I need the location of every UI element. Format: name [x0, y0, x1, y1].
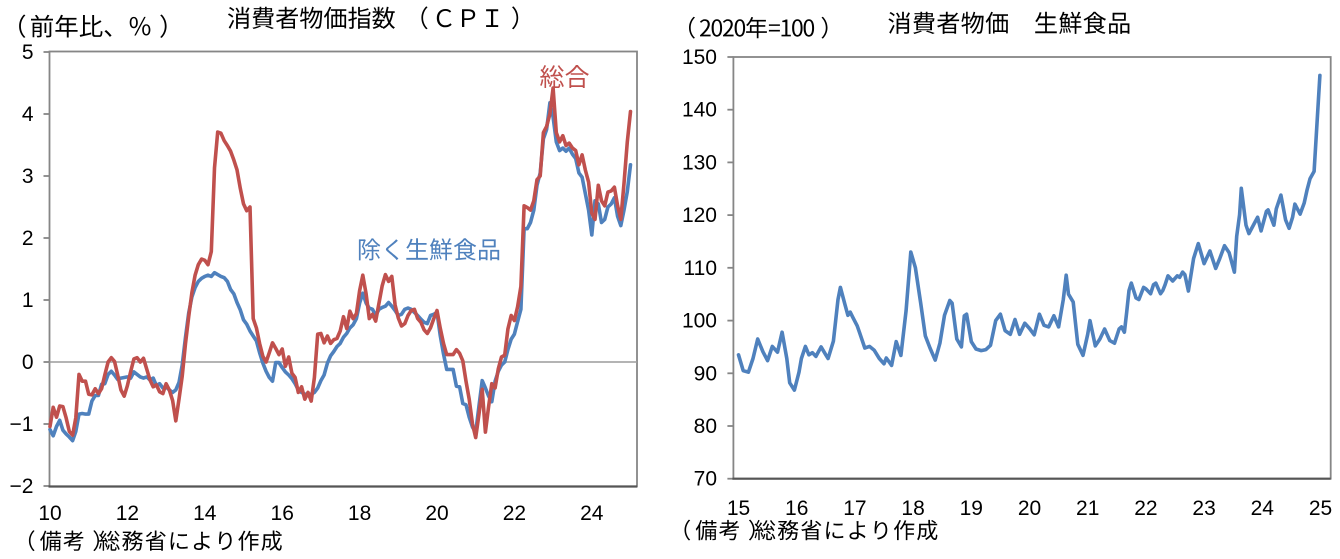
svg-text:90: 90	[694, 362, 717, 385]
svg-text:100: 100	[682, 310, 717, 333]
svg-text:21: 21	[1076, 497, 1099, 520]
svg-text:−2: −2	[10, 475, 34, 498]
svg-text:4: 4	[22, 103, 34, 126]
svg-text:120: 120	[682, 204, 717, 227]
svg-text:24: 24	[1251, 497, 1275, 520]
svg-text:80: 80	[694, 415, 717, 438]
svg-text:16: 16	[271, 502, 294, 525]
svg-text:17: 17	[843, 497, 866, 520]
svg-text:20: 20	[425, 502, 448, 525]
svg-text:0: 0	[22, 351, 34, 374]
svg-text:1: 1	[22, 289, 34, 312]
svg-text:−1: −1	[10, 413, 34, 436]
svg-text:23: 23	[1192, 497, 1215, 520]
svg-text:25: 25	[1309, 497, 1332, 520]
svg-text:18: 18	[348, 502, 371, 525]
svg-text:14: 14	[193, 502, 217, 525]
svg-text:22: 22	[503, 502, 526, 525]
svg-text:3: 3	[22, 165, 34, 188]
svg-text:22: 22	[1134, 497, 1157, 520]
svg-text:18: 18	[901, 497, 924, 520]
svg-text:10: 10	[38, 502, 61, 525]
svg-text:140: 140	[682, 99, 717, 122]
svg-text:19: 19	[960, 497, 983, 520]
svg-text:20: 20	[1018, 497, 1041, 520]
svg-text:150: 150	[682, 46, 717, 69]
svg-text:70: 70	[694, 468, 717, 491]
svg-text:130: 130	[682, 151, 717, 174]
svg-text:12: 12	[116, 502, 139, 525]
svg-text:2: 2	[22, 227, 34, 250]
svg-text:24: 24	[580, 502, 604, 525]
svg-text:5: 5	[22, 41, 34, 64]
svg-text:110: 110	[684, 257, 717, 280]
svg-text:15: 15	[727, 497, 750, 520]
svg-text:16: 16	[785, 497, 808, 520]
